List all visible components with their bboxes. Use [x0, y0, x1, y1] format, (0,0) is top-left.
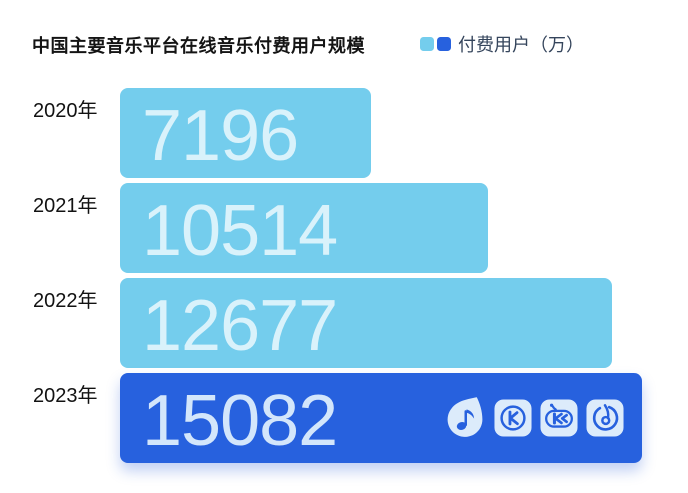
- bar-2023-highlighted: 15082: [120, 373, 642, 463]
- music-platform-icons: [446, 396, 624, 440]
- legend-swatch-dark-icon: [437, 37, 451, 51]
- legend: 付费用户（万）: [420, 31, 584, 57]
- bar-value: 7196: [142, 96, 299, 176]
- netease-cloud-music-icon: [586, 399, 624, 437]
- kugou-music-icon: [494, 399, 532, 437]
- chart-title: 中国主要音乐平台在线音乐付费用户规模: [32, 36, 365, 56]
- bar-2022: 12677: [120, 278, 612, 368]
- bar-2021: 10514: [120, 183, 488, 273]
- bar-2020: 7196: [120, 88, 371, 178]
- bar-value: 12677: [142, 286, 338, 366]
- chart-row-2020: 2020年 7196: [0, 88, 688, 178]
- year-label: 2020年: [33, 100, 98, 122]
- chart-row-2023: 2023年 15082: [0, 373, 688, 463]
- year-label: 2023年: [33, 385, 98, 407]
- chart-row-2021: 2021年 10514: [0, 183, 688, 273]
- year-label: 2021年: [33, 195, 98, 217]
- bar-value: 15082: [142, 381, 338, 461]
- bar-chart-area: 2020年 7196 2021年 10514 2022年 12677 2023年…: [0, 88, 688, 468]
- legend-swatches: [420, 37, 451, 51]
- chart-row-2022: 2022年 12677: [0, 278, 688, 368]
- legend-label: 付费用户（万）: [458, 35, 584, 55]
- year-label: 2022年: [33, 290, 98, 312]
- legend-swatch-light-icon: [420, 37, 434, 51]
- kuwo-music-icon: [540, 399, 578, 437]
- bar-value: 10514: [142, 191, 338, 271]
- qq-music-icon: [447, 397, 483, 437]
